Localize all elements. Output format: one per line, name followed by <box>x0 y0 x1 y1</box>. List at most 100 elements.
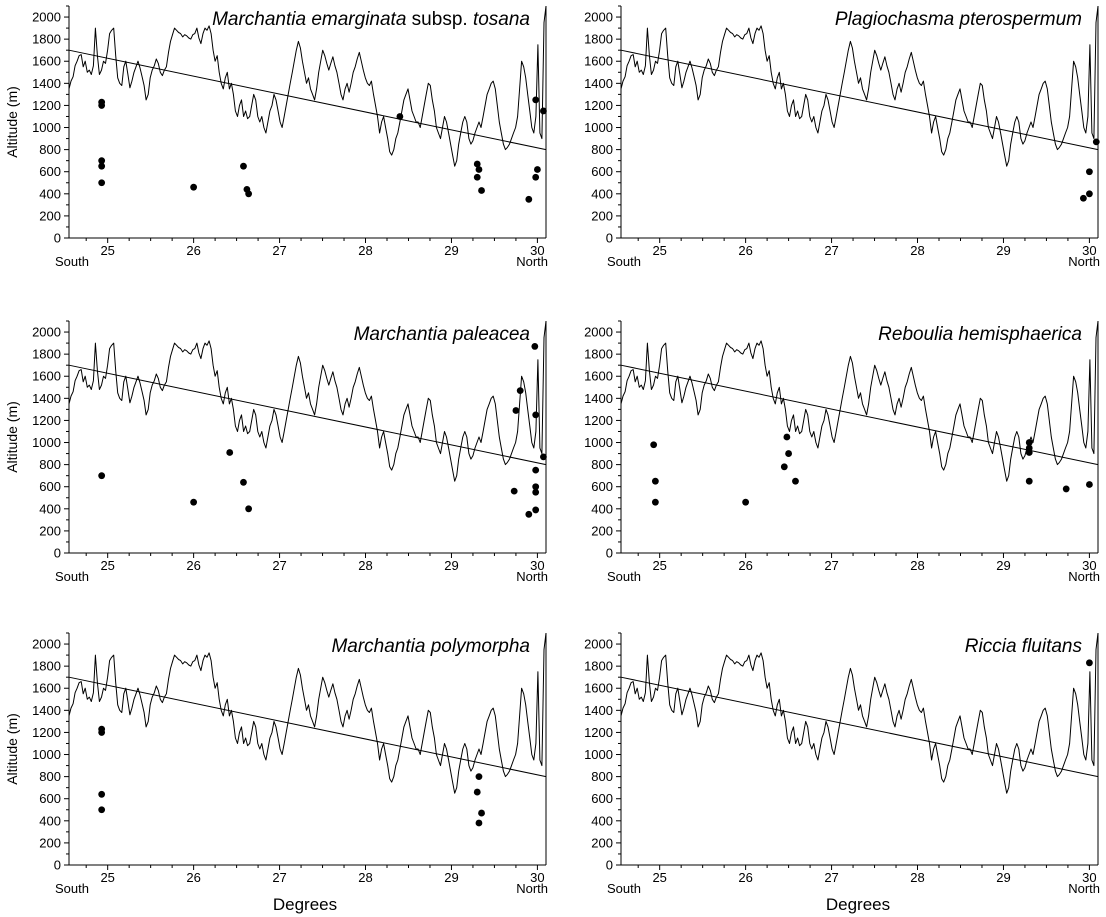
altitude-profile-line <box>68 320 547 482</box>
y-axis-title: Altitude (m) <box>4 86 20 158</box>
y-tick-label: 1200 <box>584 725 613 740</box>
occurrence-point <box>245 190 253 198</box>
occurrence-point <box>532 506 540 514</box>
y-tick-label: 1000 <box>32 435 61 450</box>
y-tick-label: 1400 <box>584 391 613 406</box>
y-tick-label: 400 <box>39 813 61 828</box>
x-tick-label: 30 <box>530 243 544 258</box>
occurrence-point <box>532 96 540 104</box>
x-tick-label: 28 <box>910 243 924 258</box>
y-tick-label: 600 <box>591 164 613 179</box>
x-tick-label: 25 <box>100 870 114 885</box>
y-tick-label: 2000 <box>32 637 61 652</box>
occurrence-point <box>525 510 533 518</box>
north-label: North <box>516 254 548 269</box>
occurrence-point <box>532 466 540 474</box>
y-tick-label: 1400 <box>32 391 61 406</box>
panel-title-part: Marchantia emarginata <box>212 9 406 30</box>
occurrence-point <box>478 187 485 194</box>
trend-line <box>68 49 547 151</box>
x-tick-label: 30 <box>530 558 544 573</box>
x-tick-label: 26 <box>186 870 200 885</box>
y-tick-label: 600 <box>591 791 613 806</box>
occurrence-point <box>473 173 481 181</box>
y-tick-label: 2000 <box>584 10 613 25</box>
occurrence-point <box>1025 439 1033 446</box>
trend-line <box>68 676 547 778</box>
occurrence-point <box>1025 449 1033 456</box>
x-tick-label: 25 <box>652 558 666 573</box>
y-axis-title: Altitude (m) <box>4 401 20 473</box>
occurrence-point <box>792 477 799 485</box>
y-tick-label: 1600 <box>584 681 613 696</box>
panel-title: Marchantia polymorpha <box>331 636 530 657</box>
occurrence-point <box>475 166 483 173</box>
x-tick-label: 28 <box>358 243 372 258</box>
occurrence-point <box>532 173 540 181</box>
x-tick-label: 29 <box>996 558 1010 573</box>
occurrence-point <box>98 790 106 798</box>
x-tick-label: 26 <box>738 243 752 258</box>
occurrence-point <box>532 483 540 491</box>
y-tick-label: 200 <box>591 523 613 538</box>
occurrence-point <box>240 162 247 170</box>
y-tick-label: 1600 <box>32 54 61 69</box>
y-tick-label: 1200 <box>584 98 613 113</box>
y-tick-label: 200 <box>591 835 613 850</box>
y-tick-label: 1800 <box>32 659 61 674</box>
x-tick-label: 26 <box>738 870 752 885</box>
south-label: South <box>55 254 89 269</box>
north-label: North <box>516 881 548 896</box>
occurrence-point <box>1086 190 1093 198</box>
panel-title-part: Plagiochasma pterospermum <box>835 9 1082 30</box>
trend-line <box>620 49 1099 151</box>
y-tick-label: 1200 <box>32 413 61 428</box>
panel-title: Plagiochasma pterospermum <box>835 9 1082 30</box>
occurrence-point <box>651 477 659 485</box>
y-tick-label: 1000 <box>584 120 613 135</box>
occurrence-point <box>783 433 791 441</box>
x-tick-label: 25 <box>652 243 666 258</box>
trend-line <box>620 364 1099 466</box>
panel-title-part: Marchantia polymorpha <box>331 636 530 657</box>
occurrence-point <box>98 162 106 170</box>
x-tick-label: 25 <box>100 558 114 573</box>
occurrence-point <box>1092 138 1100 146</box>
occurrence-point <box>540 453 547 461</box>
occurrence-point <box>540 107 547 115</box>
occurrence-point <box>525 195 533 203</box>
y-tick-label: 800 <box>39 457 61 472</box>
south-label: South <box>607 881 641 896</box>
y-tick-label: 1400 <box>584 76 613 91</box>
y-tick-label: 2000 <box>32 325 61 340</box>
trend-line <box>68 364 547 466</box>
y-tick-label: 200 <box>39 523 61 538</box>
y-axis-title: Altitude (m) <box>4 713 20 785</box>
altitude-profile-line <box>68 632 547 794</box>
occurrence-point <box>473 160 481 168</box>
occurrence-point <box>510 487 518 495</box>
y-tick-label: 1200 <box>32 98 61 113</box>
y-tick-label: 800 <box>591 457 613 472</box>
x-tick-label: 27 <box>272 870 286 885</box>
occurrence-point <box>245 505 253 513</box>
y-tick-label: 1000 <box>584 435 613 450</box>
y-tick-label: 1600 <box>32 369 61 384</box>
x-tick-label: 29 <box>996 870 1010 885</box>
chart-panel: 0 200 400 600 800 1000 1200 1400 1600 1800 2000 25 2… <box>4 320 548 584</box>
occurrence-point <box>532 411 540 419</box>
occurrence-point <box>516 387 524 394</box>
y-tick-label: 1600 <box>584 369 613 384</box>
chart-panel: 0 200 400 600 800 1000 1200 1400 1600 1800 2000 25 2… <box>584 5 1100 269</box>
x-tick-label: 25 <box>100 243 114 258</box>
y-tick-label: 0 <box>606 231 613 246</box>
panel-title: Marchantia emarginata subsp. tosana <box>212 9 530 30</box>
panel-title-part: Reboulia hemisphaerica <box>878 324 1082 345</box>
y-tick-label: 1200 <box>32 725 61 740</box>
panel-title-part: tosana <box>473 9 530 30</box>
y-tick-label: 0 <box>54 546 61 561</box>
occurrence-point <box>98 472 106 480</box>
x-tick-label: 29 <box>444 558 458 573</box>
x-tick-label: 26 <box>738 558 752 573</box>
occurrence-point <box>396 113 404 120</box>
